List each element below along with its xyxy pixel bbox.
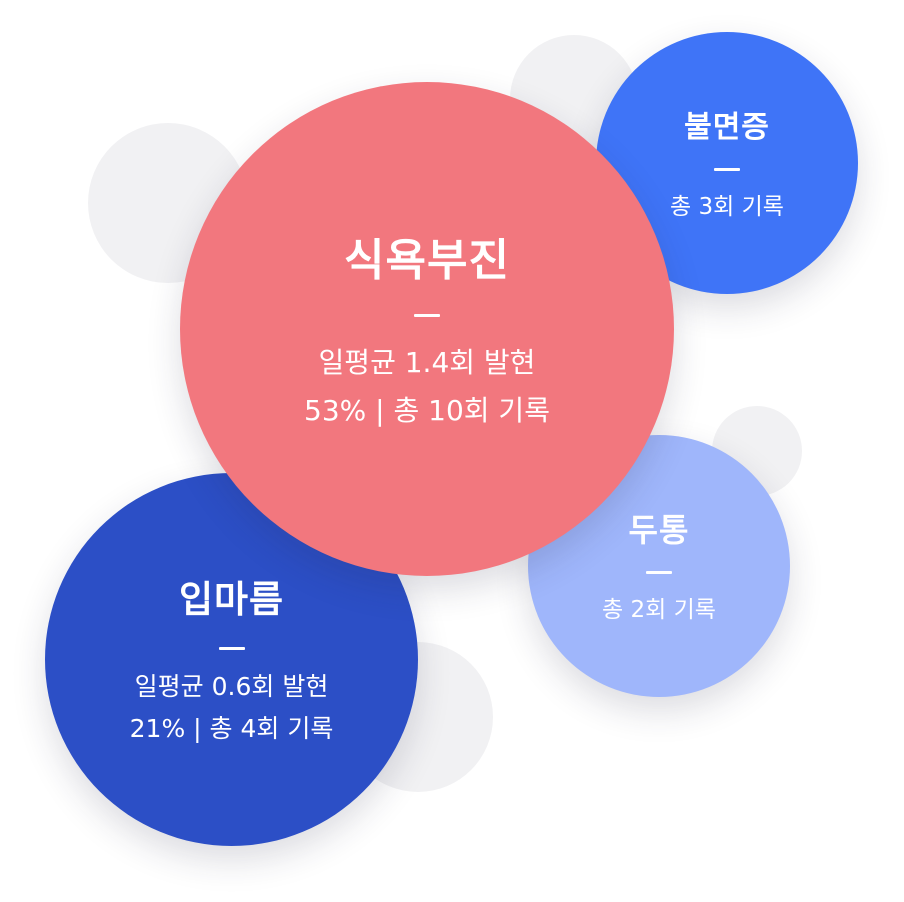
bubble-title: 식욕부진 <box>344 234 510 286</box>
divider-dash <box>218 647 245 650</box>
bubble-title: 입마름 <box>178 578 285 621</box>
bubble-total-count: 총 2회 기록 <box>602 596 716 623</box>
bubble-daily-average: 일평균 1.4회 발현 <box>318 345 536 379</box>
divider-dash <box>414 313 440 317</box>
bubble-daily-average: 일평균 0.6회 발현 <box>134 672 329 701</box>
bubble-title: 불면증 <box>684 109 770 145</box>
divider-dash <box>714 167 740 171</box>
bubble-total-count: 총 3회 기록 <box>670 193 784 220</box>
bubble-anorexia: 식욕부진 일평균 1.4회 발현 53% | 총 10회 기록 <box>180 82 674 576</box>
bubble-title: 두통 <box>628 510 690 549</box>
bubble-share-and-count: 21% | 총 4회 기록 <box>129 714 334 743</box>
bubble-share-and-count: 53% | 총 10회 기록 <box>304 393 550 427</box>
divider-dash <box>646 570 672 574</box>
